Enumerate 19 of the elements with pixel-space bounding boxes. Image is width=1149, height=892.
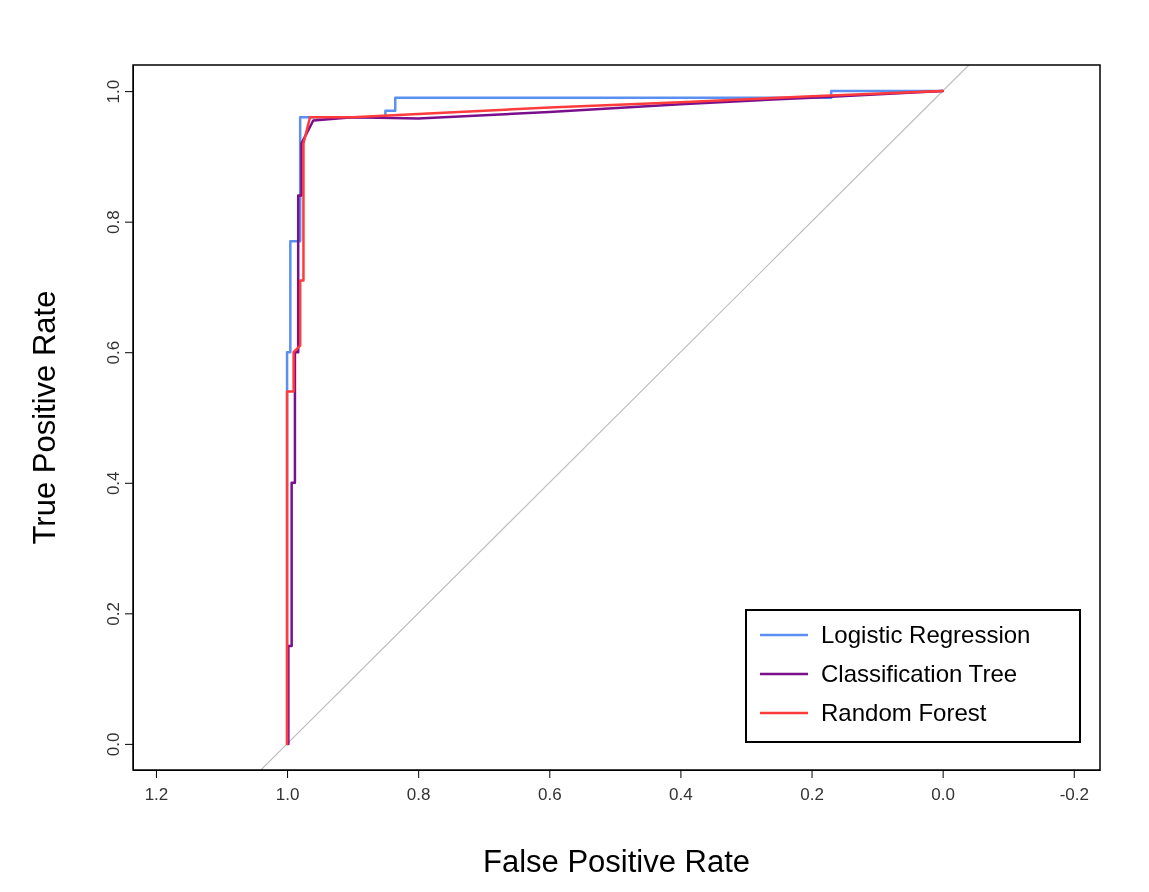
x-tick-label: 0.8 [406, 784, 431, 804]
legend-label: Logistic Regression [821, 621, 1031, 649]
legend-label: Classification Tree [821, 660, 1018, 688]
x-axis-title: False Positive Rate [482, 844, 751, 879]
x-tick-label: 1.0 [275, 784, 300, 804]
x-tick-label: 0.2 [800, 784, 824, 804]
x-tick-label: 1.2 [144, 784, 169, 804]
y-tick-label: 0.0 [104, 732, 123, 757]
x-tick-label: 0.4 [669, 784, 693, 804]
x-tick-label: -0.2 [1059, 784, 1089, 804]
legend-label: Random Forest [821, 699, 987, 727]
y-axis-title: True Positive Rate [27, 290, 62, 545]
y-tick-label: 0.8 [104, 210, 123, 234]
y-tick-label: 1.0 [104, 79, 123, 104]
y-tick-label: 0.4 [104, 471, 123, 496]
x-tick-label: 0.6 [537, 784, 562, 804]
y-tick-label: 0.6 [104, 340, 123, 365]
y-tick-label: 0.2 [104, 602, 123, 626]
x-tick-label: 0.0 [931, 784, 955, 804]
